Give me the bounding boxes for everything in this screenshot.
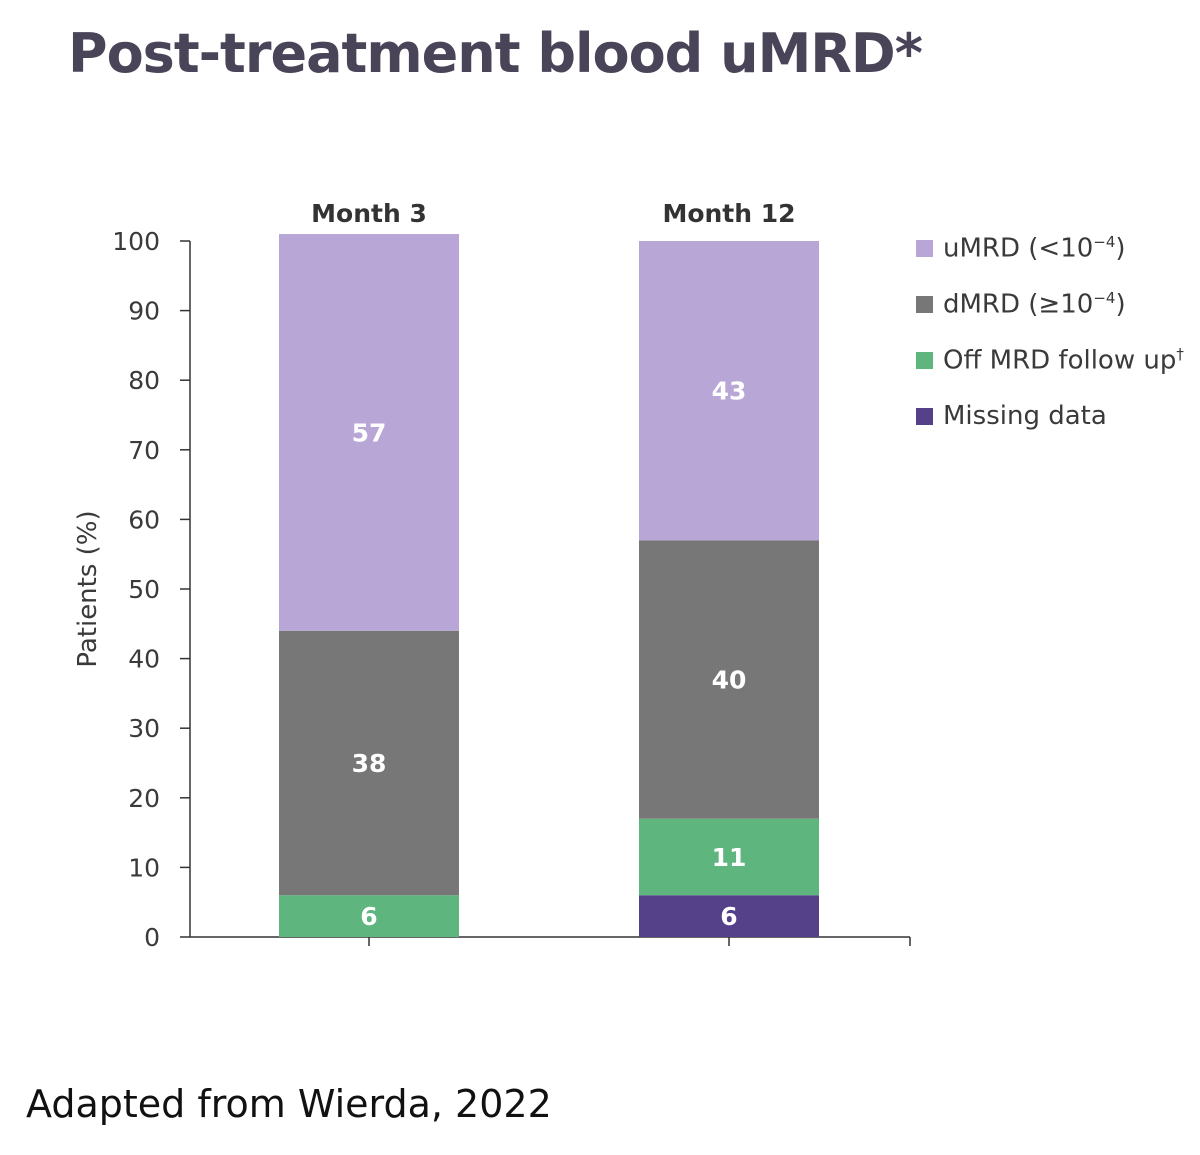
y-tick-label: 30 xyxy=(128,714,160,743)
y-tick-label: 60 xyxy=(128,505,160,534)
y-axis-label: Patients (%) xyxy=(73,510,103,667)
y-tick-label: 20 xyxy=(128,784,160,813)
legend: uMRD (<10−4) dMRD (≥10−4) Off MRD follow u… xyxy=(916,220,1184,444)
data-label: 6 xyxy=(360,902,377,931)
category-label: Month 12 xyxy=(662,199,795,228)
bar-segment xyxy=(279,630,459,896)
legend-item: Missing data xyxy=(916,388,1184,444)
data-label: 57 xyxy=(352,418,387,447)
chart-svg: 0 10 20 30 40 50 60 70 80 90 100 Patients (%) 6 38 57 M… xyxy=(73,199,911,952)
bar-segment xyxy=(639,818,819,896)
data-label: 11 xyxy=(712,843,747,872)
legend-item: Off MRD follow up† xyxy=(916,332,1184,388)
bar-segment xyxy=(279,234,459,631)
legend-label: uMRD (<10−4) xyxy=(943,232,1126,264)
y-tick-label: 50 xyxy=(128,575,160,604)
legend-label: Missing data xyxy=(943,401,1107,431)
bar-segment xyxy=(279,895,459,937)
legend-swatch xyxy=(916,295,933,313)
legend-label: Off MRD follow up† xyxy=(943,344,1184,376)
chart-title: Post-treatment blood uMRD* xyxy=(68,22,923,85)
legend-label: dMRD (≥10−4) xyxy=(943,288,1126,320)
y-tick-label: 40 xyxy=(128,645,160,674)
legend-swatch xyxy=(916,239,933,257)
legend-swatch xyxy=(916,407,933,425)
bar-segment xyxy=(639,241,819,541)
data-label: 40 xyxy=(712,665,747,694)
legend-item: uMRD (<10−4) xyxy=(916,220,1184,276)
y-tick-label: 80 xyxy=(128,366,160,395)
data-label: 6 xyxy=(720,902,737,931)
legend-swatch xyxy=(916,351,933,369)
y-tick-label: 0 xyxy=(144,923,160,952)
y-tick-label: 90 xyxy=(128,297,160,326)
y-tick-label: 100 xyxy=(112,227,160,256)
data-label: 38 xyxy=(352,749,387,778)
y-tick-label: 70 xyxy=(128,436,160,465)
category-label: Month 3 xyxy=(311,199,427,228)
data-label: 43 xyxy=(712,377,747,406)
legend-item: dMRD (≥10−4) xyxy=(916,276,1184,332)
bar-segment xyxy=(639,540,819,819)
y-tick-label: 10 xyxy=(128,853,160,882)
bar-segment xyxy=(639,895,819,937)
source-note: Adapted from Wierda, 2022 xyxy=(26,1082,552,1126)
